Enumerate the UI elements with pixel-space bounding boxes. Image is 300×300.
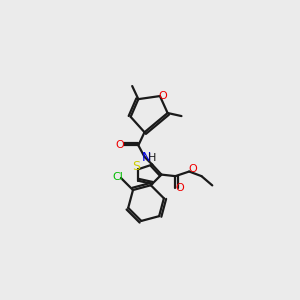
Text: O: O: [116, 140, 124, 150]
Text: O: O: [176, 184, 184, 194]
Text: S: S: [132, 160, 140, 173]
Text: O: O: [189, 164, 197, 174]
Text: O: O: [159, 91, 167, 101]
Text: Cl: Cl: [112, 172, 123, 182]
Text: H: H: [148, 153, 156, 163]
Text: N: N: [141, 151, 151, 164]
